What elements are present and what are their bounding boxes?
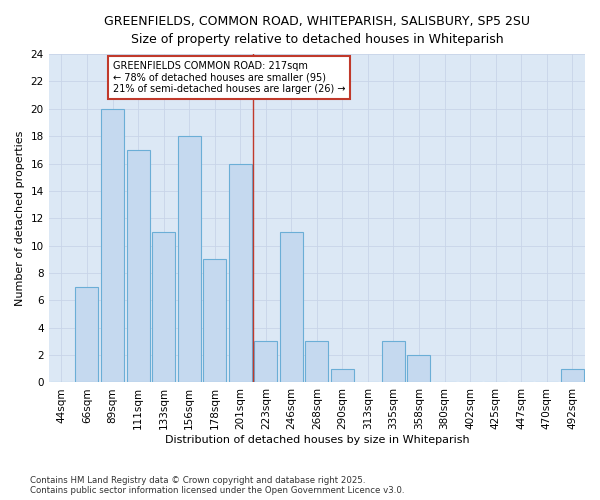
- Bar: [561, 369, 584, 382]
- Y-axis label: Number of detached properties: Number of detached properties: [15, 130, 25, 306]
- Bar: [127, 150, 149, 382]
- Bar: [254, 342, 277, 382]
- Bar: [331, 369, 354, 382]
- Bar: [203, 260, 226, 382]
- Bar: [305, 342, 328, 382]
- Bar: [76, 286, 98, 382]
- Bar: [229, 164, 252, 382]
- Bar: [101, 109, 124, 382]
- Bar: [152, 232, 175, 382]
- X-axis label: Distribution of detached houses by size in Whiteparish: Distribution of detached houses by size …: [164, 435, 469, 445]
- Text: Contains HM Land Registry data © Crown copyright and database right 2025.
Contai: Contains HM Land Registry data © Crown c…: [30, 476, 404, 495]
- Text: GREENFIELDS COMMON ROAD: 217sqm
← 78% of detached houses are smaller (95)
21% of: GREENFIELDS COMMON ROAD: 217sqm ← 78% of…: [113, 61, 345, 94]
- Bar: [280, 232, 303, 382]
- Bar: [407, 355, 430, 382]
- Bar: [382, 342, 405, 382]
- Bar: [178, 136, 200, 382]
- Title: GREENFIELDS, COMMON ROAD, WHITEPARISH, SALISBURY, SP5 2SU
Size of property relat: GREENFIELDS, COMMON ROAD, WHITEPARISH, S…: [104, 15, 530, 46]
